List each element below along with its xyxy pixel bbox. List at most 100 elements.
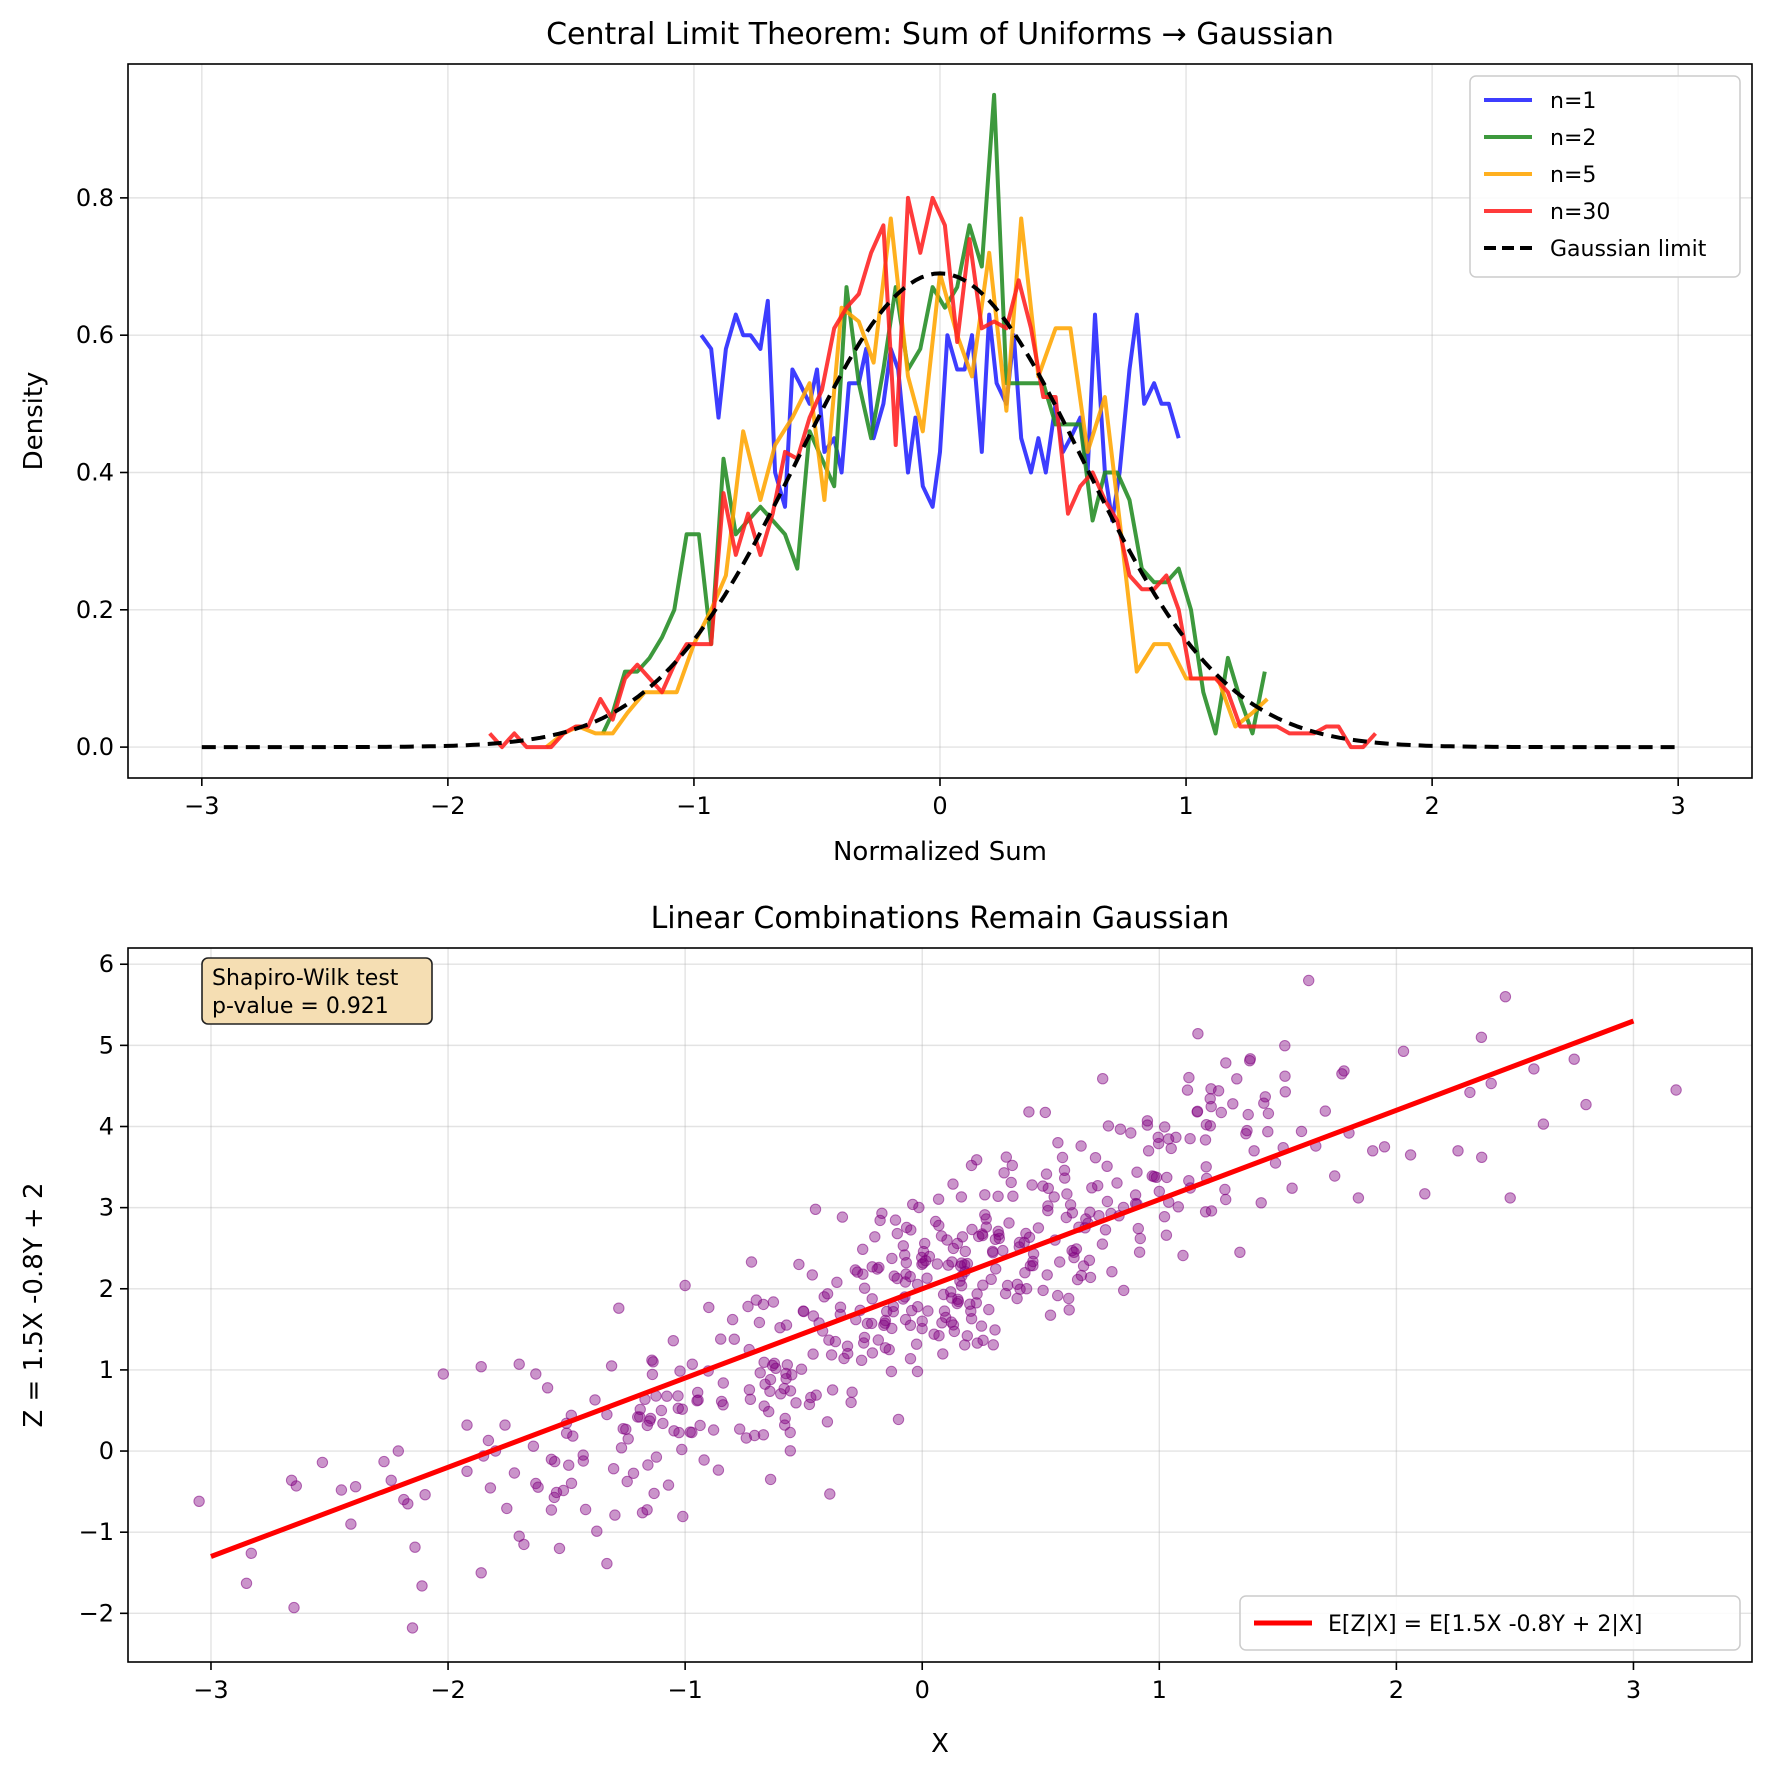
scatter-point	[845, 1396, 857, 1409]
scatter-point	[1200, 1161, 1212, 1173]
scatter-point	[807, 1310, 820, 1322]
legend-label: n=5	[1550, 163, 1596, 188]
scatter-point	[825, 1349, 838, 1361]
scatter-point	[866, 1347, 879, 1359]
linear-y-axis-label: Z = 1.5X -0.8Y + 2	[19, 1182, 49, 1427]
x-tick-label: 3	[1671, 792, 1686, 820]
scatter-point	[821, 1288, 834, 1300]
x-tick-label: −2	[430, 792, 465, 820]
scatter-point	[874, 1214, 886, 1227]
scatter-point	[392, 1445, 404, 1457]
scatter-point	[1086, 1182, 1098, 1194]
scatter-point	[992, 1190, 1004, 1203]
scatter-point	[715, 1333, 727, 1345]
scatter-point	[518, 1538, 530, 1551]
scatter-point	[545, 1504, 558, 1516]
scatter-point	[940, 1311, 952, 1324]
scatter-point	[1101, 1160, 1113, 1173]
scatter-point	[961, 1257, 974, 1270]
scatter-point	[836, 1211, 849, 1223]
scatter-point	[904, 1353, 917, 1365]
scatter-point	[1023, 1231, 1036, 1244]
linear-chart-title: Linear Combinations Remain Gaussian	[651, 901, 1230, 936]
scatter-point	[748, 1429, 761, 1442]
scatter-point	[1286, 1182, 1298, 1194]
scatter-point	[686, 1358, 698, 1370]
scatter-point	[753, 1316, 766, 1329]
scatter-point	[858, 1282, 871, 1294]
scatter-point	[345, 1518, 357, 1530]
scatter-point	[1019, 1267, 1031, 1279]
scatter-point	[1319, 1105, 1332, 1117]
scatter-point	[378, 1455, 390, 1468]
scatter-point	[921, 1272, 933, 1284]
scatter-point	[858, 1331, 871, 1344]
x-tick-label: −3	[193, 1676, 228, 1704]
scatter-point	[1132, 1222, 1145, 1235]
scatter-point	[1419, 1188, 1431, 1200]
scatter-point	[743, 1384, 756, 1396]
linear-legend: E[Z|X] = E[1.5X -0.8Y + 2|X]	[1239, 1595, 1741, 1651]
conditional-expectation-line	[210, 1018, 1635, 1559]
scatter-point	[648, 1487, 660, 1500]
scatter-point	[900, 1257, 912, 1269]
scatter-point	[1504, 1192, 1516, 1204]
scatter-point	[409, 1541, 421, 1553]
scatter-point	[1058, 1164, 1071, 1177]
scatter-point	[698, 1454, 710, 1466]
scatter-point	[1013, 1236, 1026, 1249]
scatter-point	[1014, 1283, 1026, 1295]
scatter-point	[979, 1189, 991, 1201]
scatter-point	[579, 1503, 592, 1516]
scatter-point	[475, 1361, 487, 1373]
scatter-point	[1129, 1189, 1142, 1201]
scatter-point	[668, 1425, 680, 1437]
scatter-point	[855, 1354, 868, 1367]
scatter-point	[842, 1347, 854, 1360]
scatter-point	[872, 1334, 884, 1346]
scatter-point	[290, 1480, 302, 1492]
scatter-point	[907, 1198, 919, 1211]
scatter-point	[657, 1417, 669, 1430]
scatter-point	[1464, 1086, 1476, 1099]
series-line-gaussian-limit	[201, 271, 1679, 750]
scatter-point	[807, 1348, 819, 1360]
scatter-point	[1134, 1232, 1147, 1245]
scatter-point	[1240, 1128, 1252, 1140]
scatter-point	[966, 1223, 978, 1236]
y-tick-label: 0.6	[76, 321, 114, 349]
scatter-point	[1042, 1204, 1054, 1217]
scatter-point	[550, 1486, 563, 1499]
scatter-point	[1279, 1086, 1292, 1098]
scatter-point	[1255, 1197, 1267, 1209]
scatter-point	[803, 1398, 816, 1411]
scatter-point	[805, 1391, 817, 1404]
scatter-point	[906, 1304, 918, 1317]
clt-legend: n=1 n=2 n=5 n=30 Gaussian limit	[1469, 75, 1741, 278]
scatter-point	[1052, 1137, 1064, 1149]
scatter-point	[1048, 1191, 1060, 1203]
shapiro-wilk-annotation: Shapiro-Wilk test p-value = 0.921	[201, 957, 433, 1025]
scatter-point	[946, 1256, 958, 1268]
scatter-point	[601, 1557, 613, 1570]
scatter-point	[661, 1390, 673, 1402]
scatter-point	[1066, 1207, 1079, 1219]
scatter-point	[1352, 1192, 1365, 1204]
scatter-point	[605, 1360, 618, 1372]
scatter-point	[1032, 1222, 1045, 1234]
scatter-point	[998, 1167, 1010, 1179]
scatter-point	[1580, 1098, 1592, 1111]
scatter-point	[861, 1317, 874, 1330]
scatter-point	[891, 1227, 903, 1240]
scatter-point	[1044, 1309, 1057, 1321]
y-tick-label: 2	[99, 1275, 114, 1303]
scatter-point	[977, 1334, 989, 1347]
scatter-point	[1114, 1123, 1127, 1135]
scatter-point	[826, 1384, 839, 1396]
scatter-point	[770, 1362, 782, 1375]
scatter-point	[1184, 1133, 1196, 1145]
scatter-point	[686, 1426, 698, 1439]
scatter-point	[1191, 1105, 1204, 1118]
scatter-point	[1063, 1292, 1075, 1305]
